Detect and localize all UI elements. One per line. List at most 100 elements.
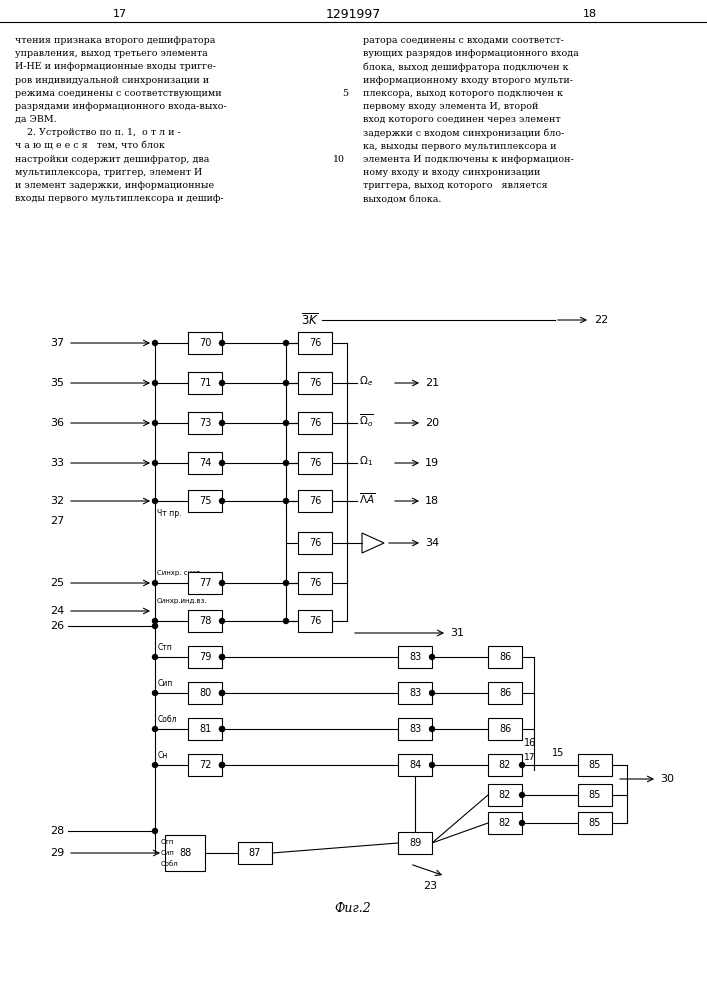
Bar xyxy=(298,532,332,554)
Text: 85: 85 xyxy=(589,760,601,770)
Text: 19: 19 xyxy=(425,458,439,468)
Bar xyxy=(488,784,522,806)
Text: 32: 32 xyxy=(50,496,64,506)
Text: Сн: Сн xyxy=(158,750,168,760)
Text: да ЭВМ.: да ЭВМ. xyxy=(15,115,57,124)
Circle shape xyxy=(153,420,158,426)
Bar xyxy=(578,812,612,834)
Circle shape xyxy=(219,618,225,624)
Text: блока, выход дешифратора подключен к: блока, выход дешифратора подключен к xyxy=(363,62,568,72)
Text: 10: 10 xyxy=(333,155,345,164)
Text: 83: 83 xyxy=(409,688,421,698)
Bar xyxy=(238,842,272,864)
Circle shape xyxy=(153,460,158,466)
Bar xyxy=(488,682,522,704)
Circle shape xyxy=(153,690,158,696)
Text: $\overline{3K}$: $\overline{3K}$ xyxy=(301,312,319,328)
Circle shape xyxy=(429,762,435,768)
Text: 70: 70 xyxy=(199,338,211,348)
Text: 29: 29 xyxy=(49,848,64,858)
Text: 85: 85 xyxy=(589,790,601,800)
Text: Фиг.2: Фиг.2 xyxy=(334,902,371,914)
Circle shape xyxy=(284,460,288,466)
Bar xyxy=(298,452,332,474)
Bar xyxy=(188,754,222,776)
Text: ч а ю щ е е с я   тем, что блок: ч а ю щ е е с я тем, что блок xyxy=(15,142,165,151)
Text: и элемент задержки, информационные: и элемент задержки, информационные xyxy=(15,181,214,190)
Text: входы первого мультиплексора и дешиф-: входы первого мультиплексора и дешиф- xyxy=(15,194,223,203)
Text: $\overline{\Lambda A}$: $\overline{\Lambda A}$ xyxy=(359,492,375,506)
Bar xyxy=(188,332,222,354)
Circle shape xyxy=(219,340,225,346)
Circle shape xyxy=(153,340,158,346)
Text: настройки содержит дешифратор, два: настройки содержит дешифратор, два xyxy=(15,155,209,164)
Text: 33: 33 xyxy=(50,458,64,468)
Text: выходом блока.: выходом блока. xyxy=(363,194,441,203)
Text: 75: 75 xyxy=(199,496,211,506)
Bar xyxy=(188,682,222,704)
Circle shape xyxy=(219,654,225,660)
Circle shape xyxy=(219,690,225,696)
Text: 72: 72 xyxy=(199,760,211,770)
Text: 85: 85 xyxy=(589,818,601,828)
Text: 15: 15 xyxy=(552,748,564,758)
Text: 24: 24 xyxy=(49,606,64,616)
Bar xyxy=(488,812,522,834)
Circle shape xyxy=(219,580,225,585)
Text: 80: 80 xyxy=(199,688,211,698)
Text: Сип: Сип xyxy=(158,678,173,688)
Bar xyxy=(298,372,332,394)
Bar xyxy=(398,754,432,776)
Circle shape xyxy=(219,762,225,768)
Bar xyxy=(188,452,222,474)
Text: 89: 89 xyxy=(409,838,421,848)
Text: 31: 31 xyxy=(450,628,464,638)
Text: 36: 36 xyxy=(50,418,64,428)
Text: 74: 74 xyxy=(199,458,211,468)
Circle shape xyxy=(153,498,158,504)
Text: 27: 27 xyxy=(49,516,64,526)
Text: 76: 76 xyxy=(309,616,321,626)
Text: 83: 83 xyxy=(409,652,421,662)
Text: 17: 17 xyxy=(113,9,127,19)
Text: режима соединены с соответствующими: режима соединены с соответствующими xyxy=(15,89,221,98)
Bar xyxy=(298,490,332,512)
Bar xyxy=(298,572,332,594)
Bar xyxy=(188,572,222,594)
Text: Сип: Сип xyxy=(161,850,175,856)
Bar xyxy=(188,646,222,668)
Text: 34: 34 xyxy=(425,538,439,548)
Text: Синхр.инд.вз.: Синхр.инд.вз. xyxy=(157,598,208,604)
Text: вход которого соединен через элемент: вход которого соединен через элемент xyxy=(363,115,561,124)
Text: 22: 22 xyxy=(594,315,608,325)
Text: 21: 21 xyxy=(425,378,439,388)
Circle shape xyxy=(284,618,288,624)
Text: 86: 86 xyxy=(499,688,511,698)
Bar xyxy=(488,646,522,668)
Text: 18: 18 xyxy=(425,496,439,506)
Text: 76: 76 xyxy=(309,458,321,468)
Text: 73: 73 xyxy=(199,418,211,428)
Text: задержки с входом синхронизации бло-: задержки с входом синхронизации бло- xyxy=(363,128,564,138)
Text: Чт пр.: Чт пр. xyxy=(157,510,182,518)
Text: 18: 18 xyxy=(583,9,597,19)
Text: 30: 30 xyxy=(660,774,674,784)
Bar xyxy=(398,832,432,854)
Bar xyxy=(398,682,432,704)
Circle shape xyxy=(284,340,288,346)
Text: ров индивидуальной синхронизации и: ров индивидуальной синхронизации и xyxy=(15,76,209,85)
Text: 76: 76 xyxy=(309,338,321,348)
Text: 81: 81 xyxy=(199,724,211,734)
Text: 2. Устройство по п. 1,  о т л и -: 2. Устройство по п. 1, о т л и - xyxy=(15,128,181,137)
Circle shape xyxy=(153,654,158,660)
Text: 88: 88 xyxy=(179,848,191,858)
Text: 25: 25 xyxy=(50,578,64,588)
Text: ка, выходы первого мультиплексора и: ка, выходы первого мультиплексора и xyxy=(363,142,556,151)
Bar xyxy=(188,490,222,512)
Text: Стп: Стп xyxy=(161,839,175,845)
Bar xyxy=(298,610,332,632)
Circle shape xyxy=(219,380,225,385)
Text: 76: 76 xyxy=(309,578,321,588)
Text: $\overline{\Omega_o}$: $\overline{\Omega_o}$ xyxy=(359,413,374,429)
Bar xyxy=(298,412,332,434)
